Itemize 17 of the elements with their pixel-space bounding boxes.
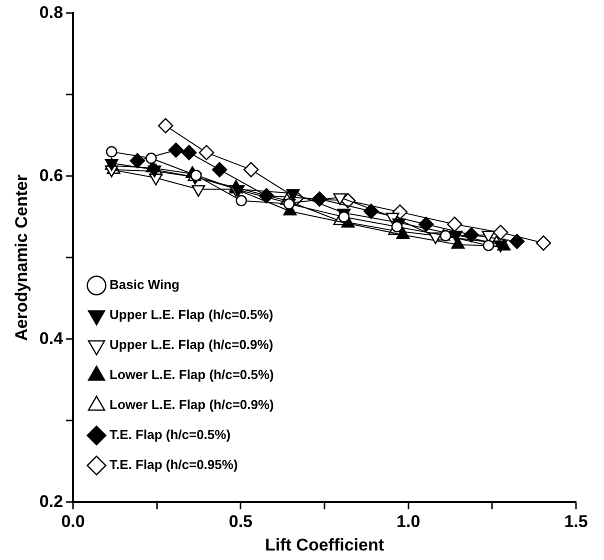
- legend-label: Lower L.E. Flap (h/c=0.9%): [110, 397, 274, 412]
- legend-label: Upper L.E. Flap (h/c=0.5%): [110, 307, 274, 322]
- x-tick-label: 1.5: [564, 512, 588, 532]
- x-axis-title: Lift Coefficient: [265, 535, 384, 554]
- y-tick-label: 0.6: [39, 166, 64, 185]
- x-tick-label: 0.0: [61, 512, 85, 532]
- y-tick-label: 0.4: [39, 328, 64, 348]
- x-tick-label: 0.5: [228, 512, 253, 532]
- legend-label: T.E. Flap (h/c=0.95%): [110, 457, 238, 472]
- legend-label: Upper L.E. Flap (h/c=0.9%): [110, 337, 274, 352]
- legend-label: Lower L.E. Flap (h/c=0.5%): [110, 367, 274, 382]
- y-tick-label: 0.2: [39, 492, 64, 511]
- y-axis-title: Aerodynamic Center: [12, 174, 31, 341]
- y-tick-label: 0.8: [39, 2, 64, 22]
- legend-label: Basic Wing: [110, 277, 180, 292]
- x-tick-label: 1.0: [396, 512, 420, 532]
- legend-label: T.E. Flap (h/c=0.5%): [110, 427, 231, 442]
